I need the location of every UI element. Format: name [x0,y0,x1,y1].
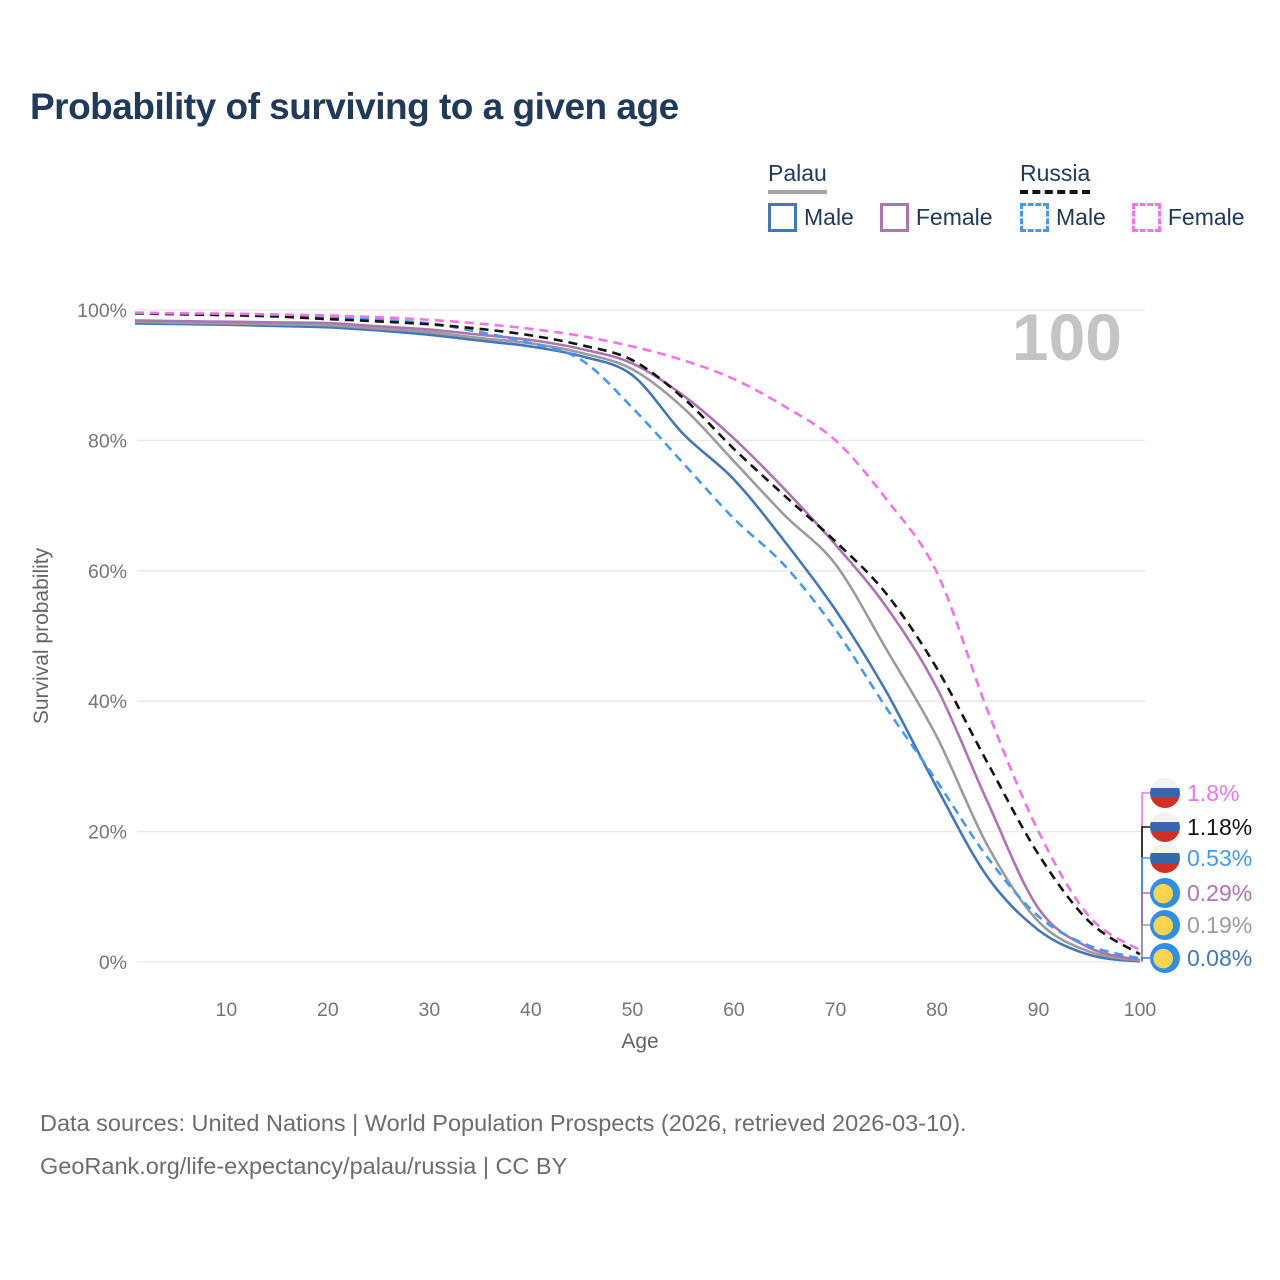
x-tick-label: 70 [825,999,847,1021]
series-line-russia_total[interactable] [134,312,1141,956]
end-label-connectors [1141,792,1150,962]
series-line-russia_male[interactable] [134,311,1141,960]
legend-title-russia[interactable]: Russia [1020,160,1091,194]
x-tick-label: 20 [317,999,339,1021]
legend-group-palau: Palau Male Female [768,160,993,232]
legend-item-russia-female[interactable]: Female [1131,203,1245,232]
y-axis-title: Survival probability [30,547,53,724]
end-label-palau-total: 0.19% [1150,909,1252,941]
legend-item-palau-female[interactable]: Female [879,203,993,232]
legend-item-russia-male[interactable]: Male [1020,203,1106,232]
y-tick-label: 20% [88,822,127,844]
end-label-russia-male: 0.53% [1150,842,1252,874]
end-label-palau-male: 0.08% [1150,942,1252,974]
x-tick-label: 80 [926,999,948,1021]
palau-flag-icon [1150,943,1180,973]
legend-group-russia: Russia Male Female [1020,160,1245,232]
y-tick-label: 80% [88,430,127,452]
axis-ticks: 0% 20% 40% 60% 80% 100% 10 20 30 40 50 60 70 80 90 100 A… [30,300,1156,1053]
palau-male-swatch-icon [768,203,797,232]
russia-flag-icon [1150,778,1180,808]
x-tick-label: 40 [520,999,542,1021]
legend-title-palau[interactable]: Palau [768,160,827,194]
y-tick-label: 100% [77,300,127,322]
gridlines [137,309,1145,963]
legend-item-palau-male[interactable]: Male [768,203,854,232]
x-tick-label: 60 [723,999,745,1021]
series-line-russia_female[interactable] [134,311,1141,952]
footer-link[interactable]: GeoRank.org/life-expectancy/palau/russia… [40,1153,568,1179]
footer: Data sources: United Nations | World Pop… [40,1102,967,1188]
russia-flag-icon [1150,812,1180,842]
x-tick-label: 30 [419,999,441,1021]
palau-flag-icon [1150,910,1180,940]
x-tick-label: 100 [1124,999,1157,1021]
chart-svg[interactable]: 0% 20% 40% 60% 80% 100% 10 20 30 40 50 60 70 80 90 100 A… [0,0,1280,1080]
y-tick-label: 40% [88,691,127,713]
palau-female-swatch-icon [879,203,909,232]
x-axis-title: Age [621,1030,658,1053]
page-title: Probability of surviving to a given age [30,86,679,127]
watermark-100: 100 [1012,300,1122,374]
russia-female-swatch-icon [1131,203,1161,232]
series-line-palau_male[interactable] [134,322,1141,963]
y-tick-label: 0% [99,952,127,974]
end-label-russia-female: 1.8% [1150,777,1239,809]
palau-flag-icon [1150,878,1180,908]
russia-flag-icon [1150,843,1180,873]
x-tick-label: 50 [622,999,644,1021]
series-line-palau_total[interactable] [134,320,1141,963]
y-tick-label: 60% [88,561,127,583]
end-label-palau-female: 0.29% [1150,877,1252,909]
x-tick-label: 10 [216,999,238,1021]
series-lines [134,311,1141,963]
russia-male-swatch-icon [1020,203,1049,232]
footer-sources: Data sources: United Nations | World Pop… [40,1110,967,1136]
x-tick-label: 90 [1028,999,1050,1021]
series-line-palau_female[interactable] [134,319,1141,962]
end-label-russia-total: 1.18% [1150,811,1252,843]
